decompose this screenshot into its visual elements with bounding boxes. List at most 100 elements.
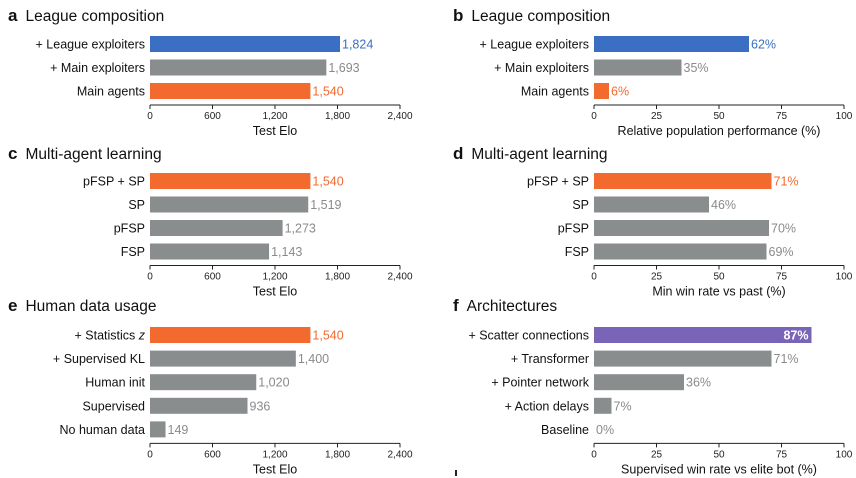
category-label: FSP	[565, 245, 589, 259]
value-label: 71%	[774, 175, 799, 189]
x-tick-label: 0	[591, 111, 597, 122]
panel-e-title: Human data usage	[25, 298, 157, 315]
category-label: pFSP + SP	[83, 175, 145, 189]
bar	[594, 243, 767, 260]
category-label: No human data	[60, 423, 146, 437]
panel-e-chart: + Statistics z 1,540 + Supervised KL 1,400 H…	[53, 327, 413, 476]
panel-b-chart: + League exploiters 62% + Main exploiters 3…	[480, 36, 853, 138]
value-label: 1,273	[285, 222, 316, 236]
category-label: Human init	[85, 376, 145, 390]
panel-e-letter: e	[8, 296, 18, 315]
value-label: 69%	[769, 245, 794, 259]
bar	[150, 374, 257, 391]
panel-c-header: c Multi-agent learning	[8, 144, 162, 164]
panel-d: d Multi-agent learning pFSP + SP 71% SP 46% p…	[453, 144, 853, 304]
x-tick-label: 75	[776, 272, 788, 283]
x-tick-label: 25	[651, 111, 663, 122]
value-label: 1,540	[312, 85, 343, 99]
value-label: 6%	[611, 85, 629, 99]
bar	[150, 350, 296, 367]
x-tick-label: 2,400	[387, 111, 412, 122]
value-label: 87%	[783, 329, 808, 343]
bar	[594, 173, 772, 189]
panel-a-header: a League composition	[8, 6, 164, 26]
panel-a-title: League composition	[25, 8, 165, 25]
x-tick-label: 50	[713, 111, 725, 122]
x-tick-label: 50	[713, 272, 725, 283]
category-label: + Main exploiters	[50, 61, 145, 75]
stray-tick-mark	[455, 470, 457, 476]
bar	[150, 173, 311, 189]
category-label: pFSP	[114, 222, 145, 236]
panel-d-letter: d	[453, 144, 464, 163]
x-axis-title: Relative population performance (%)	[618, 124, 821, 138]
value-label: 1,400	[298, 352, 329, 366]
value-label: 35%	[684, 61, 709, 75]
x-tick-label: 50	[713, 449, 725, 460]
category-label: + League exploiters	[480, 38, 589, 52]
x-tick-label: 25	[651, 449, 663, 460]
value-label: 71%	[774, 352, 799, 366]
panel-f-title: Architectures	[466, 298, 558, 315]
x-tick-label: 0	[147, 272, 153, 283]
bar	[594, 220, 769, 236]
value-label: 1,020	[258, 376, 289, 390]
bar	[594, 327, 812, 343]
category-label: + Scatter connections	[468, 329, 589, 343]
category-label: Main agents	[521, 85, 589, 99]
bar	[150, 36, 340, 52]
category-label: + Supervised KL	[53, 352, 145, 366]
panel-b-letter: b	[453, 6, 464, 25]
x-tick-label: 75	[776, 449, 788, 460]
x-tick-label: 600	[204, 272, 221, 283]
panel-f: f Architectures + Scatter connections 87% +…	[453, 296, 853, 478]
category-label: Supervised	[82, 399, 145, 413]
bar	[150, 421, 166, 438]
panel-f-header: f Architectures	[453, 296, 557, 316]
x-tick-label: 0	[147, 111, 153, 122]
x-tick-label: 1,200	[262, 449, 287, 460]
panel-e: e Human data usage + Statistics z 1,540 + S…	[8, 296, 428, 478]
panel-a-letter: a	[8, 6, 18, 25]
x-axis-title: Min win rate vs past (%)	[652, 285, 785, 299]
category-label: Baseline	[541, 423, 589, 437]
value-label: 70%	[771, 222, 796, 236]
bar	[150, 59, 327, 76]
value-label: 149	[168, 423, 189, 437]
panel-b-title: League composition	[471, 8, 611, 25]
category-label: pFSP + SP	[527, 175, 589, 189]
panel-c-letter: c	[8, 144, 18, 163]
panel-a: a League composition + League exploiters 1…	[8, 6, 428, 146]
value-label: 936	[250, 399, 271, 413]
panel-d-chart: pFSP + SP 71% SP 46% pFSP 70% FSP 69% 0 25 50 75 100…	[527, 173, 853, 299]
x-tick-label: 100	[836, 111, 853, 122]
bar	[150, 397, 248, 414]
panel-c-chart: pFSP + SP 1,540 SP 1,519 pFSP 1,273 FSP 1,143 0 6…	[83, 173, 413, 299]
panel-b: b League composition + League exploiters 6…	[453, 6, 853, 146]
x-tick-label: 1,200	[262, 272, 287, 283]
category-label: SP	[572, 198, 589, 212]
value-label: 1,824	[342, 38, 373, 52]
value-label: 36%	[686, 376, 711, 390]
x-axis-title: Test Elo	[253, 124, 298, 138]
panel-f-letter: f	[453, 296, 459, 315]
x-axis-title: Test Elo	[253, 462, 298, 476]
category-label: + League exploiters	[36, 38, 145, 52]
panel-f-chart: + Scatter connections 87% + Transformer 71%…	[468, 327, 853, 476]
x-axis-title: Test Elo	[253, 285, 298, 299]
value-label: 46%	[711, 198, 736, 212]
x-tick-label: 0	[591, 272, 597, 283]
value-label: 0%	[596, 423, 614, 437]
bar	[150, 327, 311, 343]
bar	[594, 59, 682, 76]
x-tick-label: 25	[651, 272, 663, 283]
x-axis-title: Supervised win rate vs elite bot (%)	[621, 462, 817, 476]
value-label: 1,693	[328, 61, 359, 75]
panel-d-title: Multi-agent learning	[471, 146, 608, 163]
panel-c: c Multi-agent learning pFSP + SP 1,540 SP 1,…	[8, 144, 428, 304]
value-label: 1,540	[312, 329, 343, 343]
panel-b-header: b League composition	[453, 6, 610, 26]
bar	[594, 350, 772, 367]
panel-a-chart: + League exploiters 1,824 + Main exploiter…	[36, 36, 413, 138]
x-tick-label: 75	[776, 111, 788, 122]
